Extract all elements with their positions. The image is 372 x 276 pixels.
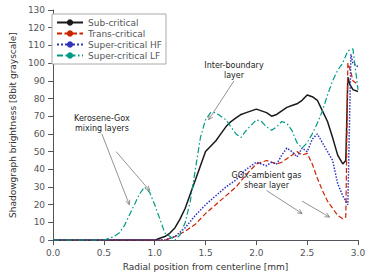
svg-text:mixing layers: mixing layers bbox=[75, 124, 129, 133]
svg-text:Sub-critical: Sub-critical bbox=[88, 18, 139, 28]
svg-text:shear layer: shear layer bbox=[244, 181, 290, 190]
svg-text:Radial position from centerlin: Radial position from centerline [mm] bbox=[123, 262, 289, 272]
svg-text:110: 110 bbox=[28, 40, 45, 50]
svg-text:Shadowgraph brightness [8bit g: Shadowgraph brightness [8bit grayscale] bbox=[8, 32, 18, 218]
svg-text:GOx-ambient gas: GOx-ambient gas bbox=[232, 171, 302, 180]
svg-text:20: 20 bbox=[34, 200, 46, 210]
svg-text:Trans-critical: Trans-critical bbox=[87, 29, 145, 39]
svg-text:0: 0 bbox=[39, 235, 45, 245]
svg-text:130: 130 bbox=[28, 5, 45, 15]
svg-text:120: 120 bbox=[28, 23, 45, 33]
svg-text:70: 70 bbox=[34, 111, 46, 121]
svg-text:30: 30 bbox=[34, 182, 46, 192]
svg-text:1.5: 1.5 bbox=[198, 248, 212, 258]
svg-text:Inter-boundary: Inter-boundary bbox=[204, 61, 264, 70]
svg-text:0.0: 0.0 bbox=[46, 248, 61, 258]
svg-text:50: 50 bbox=[34, 147, 46, 157]
svg-text:3.0: 3.0 bbox=[351, 248, 366, 258]
svg-text:Super-critical LF: Super-critical LF bbox=[88, 51, 160, 61]
svg-text:40: 40 bbox=[34, 164, 46, 174]
svg-text:90: 90 bbox=[34, 76, 46, 86]
svg-text:2.5: 2.5 bbox=[300, 248, 314, 258]
svg-text:Super-critical HF: Super-critical HF bbox=[88, 40, 162, 50]
svg-text:60: 60 bbox=[34, 129, 46, 139]
svg-text:100: 100 bbox=[28, 58, 45, 68]
svg-text:2.0: 2.0 bbox=[249, 248, 264, 258]
svg-text:0.5: 0.5 bbox=[97, 248, 111, 258]
svg-text:80: 80 bbox=[34, 94, 46, 104]
svg-text:Kerosene-Gox: Kerosene-Gox bbox=[74, 114, 130, 123]
svg-text:layer: layer bbox=[224, 71, 245, 80]
svg-text:10: 10 bbox=[34, 217, 46, 227]
svg-text:1.0: 1.0 bbox=[148, 248, 163, 258]
